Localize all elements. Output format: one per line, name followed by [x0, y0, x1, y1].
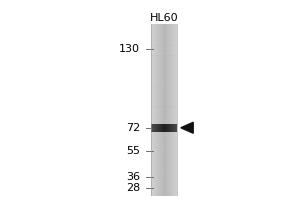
Text: HL60: HL60 — [150, 13, 179, 23]
Text: 36: 36 — [126, 172, 140, 182]
Polygon shape — [181, 122, 193, 133]
Text: 55: 55 — [126, 146, 140, 156]
Text: 28: 28 — [126, 183, 140, 193]
Text: 130: 130 — [119, 44, 140, 54]
Text: 72: 72 — [126, 123, 140, 133]
